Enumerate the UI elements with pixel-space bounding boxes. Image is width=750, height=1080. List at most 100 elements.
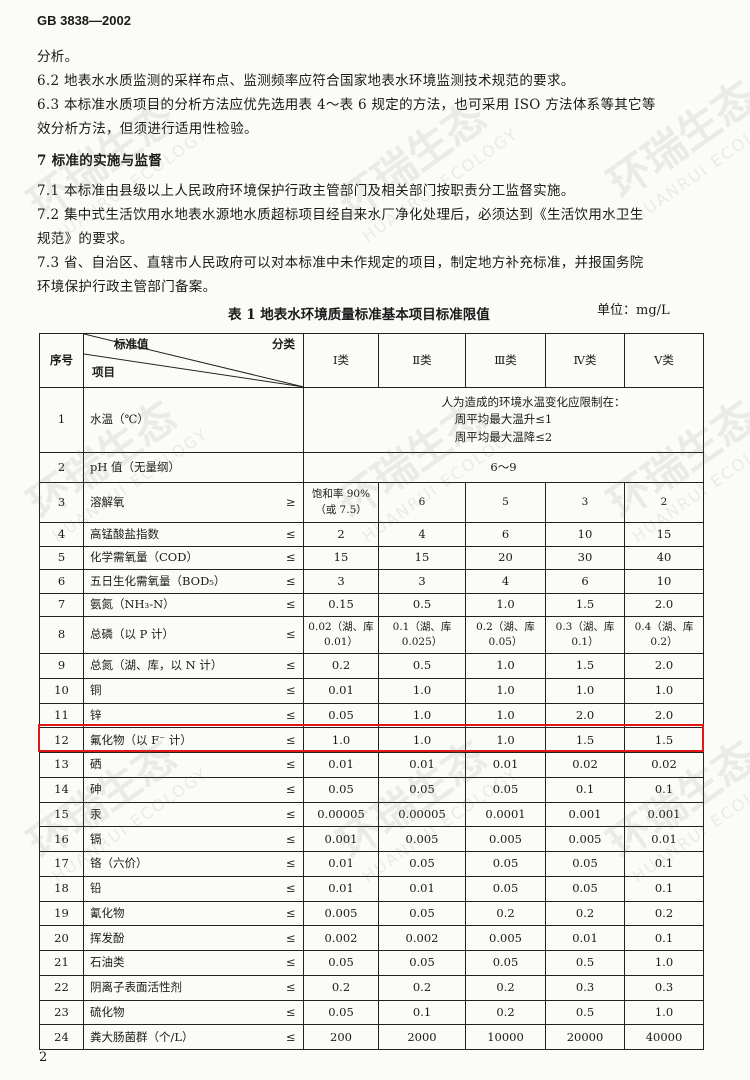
row-value-class-5: 10 <box>624 569 704 594</box>
table-row: 1 水温（℃） 人为造成的环境水温变化应限制在： 周平均最大温升≤1 周平均最大温降≤2 <box>39 387 704 453</box>
row-value-class-4: 6 <box>545 569 625 594</box>
merged-value-line: 6～9 <box>490 459 517 474</box>
row-value-class-2: 0.002 <box>378 925 466 951</box>
row-item: 水温（℃） <box>83 387 279 453</box>
row-value-class-3: 0.0001 <box>465 801 546 828</box>
row-seq: 23 <box>39 999 84 1026</box>
row-value-class-1: 0.2 <box>303 653 379 679</box>
header-class-5: Ⅴ类 <box>624 333 704 388</box>
paragraph-line: 环境保护行政主管部门备案。 <box>37 279 217 295</box>
table-row: 23 硫化物 ≤0.05 0.1 0.2 0.5 1.0 <box>39 999 704 1026</box>
row-value-class-3: 0.01 <box>465 752 546 778</box>
row-item: 总氮（湖、库，以 N 计） <box>83 653 279 679</box>
table-row: 4 高锰酸盐指数 ≤2 4 6 10 15 <box>39 522 704 547</box>
row-item: 挥发酚 <box>83 925 279 951</box>
row-value-class-3: 1.0 <box>465 593 546 617</box>
table-row: 18 铅 ≤0.01 0.01 0.05 0.05 0.1 <box>39 875 704 902</box>
row-value-class-4: 0.05 <box>545 875 625 902</box>
table-row: 22 阴离子表面活性剂 ≤0.2 0.2 0.2 0.3 0.3 <box>39 974 704 1001</box>
row-value-class-4: 0.5 <box>545 950 625 976</box>
table-row: 14 砷 ≤0.05 0.05 0.05 0.1 0.1 <box>39 776 704 803</box>
row-comparator: ≤ <box>278 826 304 852</box>
row-item: 氰化物 <box>83 900 279 927</box>
row-seq: 15 <box>39 801 84 828</box>
paragraph-line: 效分析方法，但须进行适用性检验。 <box>37 121 258 137</box>
row-item: 汞 <box>83 801 279 828</box>
row-value-class-3: 10000 <box>465 1024 546 1050</box>
table-row: 3 溶解氧 ≥ 饱和率 90%（或 7.5） 6 5 3 2 <box>39 482 704 523</box>
row-item: 铬（六价） <box>83 851 279 877</box>
row-value-class-1: 0.2 <box>303 974 379 1001</box>
row-value-class-3: 4 <box>465 569 546 594</box>
row-value-class-1: 1.0 <box>303 727 379 753</box>
row-value-class-4: 0.001 <box>545 801 625 828</box>
row-value-class-5: 0.1 <box>624 776 704 803</box>
paragraph-6-3: 6.3 本标准水质项目的分析方法应优先选用表 4～表 6 规定的方法，也可采用 … <box>37 97 656 113</box>
table-row: 10 铜 ≤0.01 1.0 1.0 1.0 1.0 <box>39 677 704 704</box>
row-seq: 14 <box>39 776 84 803</box>
row-comparator: ≤ <box>278 522 304 547</box>
merged-value-line: 周平均最大温降≤2 <box>454 429 553 444</box>
row-value-class-1: 200 <box>303 1024 379 1050</box>
row-seq: 2 <box>39 452 84 483</box>
row-value-class-3: 0.005 <box>465 925 546 951</box>
row-value-class-2: 1.0 <box>378 727 466 753</box>
row-comparator: ≤ <box>278 677 304 704</box>
row-comparator: ≤ <box>278 593 304 617</box>
watermark-en: HUANRUI ECOLOGY <box>628 104 750 226</box>
row-value-class-5: 2 <box>624 482 704 523</box>
table-row: 9 总氮（湖、库，以 N 计） ≤0.2 0.5 1.0 1.5 2.0 <box>39 653 704 679</box>
row-seq: 3 <box>39 482 84 523</box>
row-value-class-4: 10 <box>545 522 625 547</box>
row-item: 硫化物 <box>83 999 279 1026</box>
row-item: 粪大肠菌群（个/L） <box>83 1024 279 1050</box>
row-value-class-5: 0.01 <box>624 826 704 852</box>
row-value-class-5: 0.1 <box>624 851 704 877</box>
row-value-class-4: 0.5 <box>545 999 625 1026</box>
table-row: 12 氟化物（以 F⁻ 计） ≤1.0 1.0 1.0 1.5 1.5 <box>39 727 704 753</box>
row-value-class-5: 2.0 <box>624 653 704 679</box>
table-row: 15 汞 ≤0.00005 0.00005 0.0001 0.001 0.001 <box>39 801 704 828</box>
row-value-class-3: 1.0 <box>465 727 546 753</box>
table-unit: 单位：mg/L <box>597 303 670 318</box>
table-row: 6 五日生化需氧量（BOD₅） ≤3 3 4 6 10 <box>39 569 704 594</box>
row-value-class-1: 0.01 <box>303 851 379 877</box>
row-value-class-2: 0.5 <box>378 593 466 617</box>
row-comparator: ≤ <box>278 752 304 778</box>
row-value-class-1: 0.01 <box>303 677 379 704</box>
row-item: 溶解氧 <box>83 482 279 523</box>
row-value-class-1: 0.05 <box>303 999 379 1026</box>
row-value-class-5: 0.001 <box>624 801 704 828</box>
row-item: 铜 <box>83 677 279 704</box>
row-value-class-2: 0.05 <box>378 851 466 877</box>
row-value-class-3: 0.2 <box>465 900 546 927</box>
highlight-box-row-12 <box>38 724 704 752</box>
row-comparator: ≥ <box>278 482 304 523</box>
row-item: 镉 <box>83 826 279 852</box>
row-comparator: ≤ <box>278 999 304 1026</box>
row-value-class-2: 15 <box>378 546 466 570</box>
watermark-cn: 环瑞生态 <box>598 71 750 208</box>
row-value-class-2: 0.05 <box>378 900 466 927</box>
paragraph-7-3: 7.3 省、自治区、直辖市人民政府可以对本标准中未作规定的项目，制定地方补充标准… <box>37 255 644 271</box>
row-item: 总磷（以 P 计） <box>83 616 279 654</box>
table-row: 17 铬（六价） ≤0.01 0.05 0.05 0.05 0.1 <box>39 851 704 877</box>
row-value-class-1: 0.01 <box>303 752 379 778</box>
row-value-class-1: 0.02（湖、库 0.01） <box>303 616 379 654</box>
row-seq: 16 <box>39 826 84 852</box>
paragraph-6-2: 6.2 地表水水质监测的采样布点、监测频率应符合国家地表水环境监测技术规范的要求… <box>37 73 575 89</box>
row-value-class-4: 0.2 <box>545 900 625 927</box>
table-row: 20 挥发酚 ≤0.002 0.002 0.005 0.01 0.1 <box>39 925 704 951</box>
row-value-class-2: 0.005 <box>378 826 466 852</box>
row-value-class-2: 1.0 <box>378 702 466 729</box>
row-value-class-1: 饱和率 90%（或 7.5） <box>303 482 379 523</box>
paragraph-line: 规范》的要求。 <box>37 231 134 247</box>
row-item: 石油类 <box>83 950 279 976</box>
watermark: 环瑞生态 HUANRUI ECOLOGY <box>594 54 750 226</box>
row-value-class-2: 0.5 <box>378 653 466 679</box>
row-seq: 18 <box>39 875 84 902</box>
row-item: 化学需氧量（COD） <box>83 546 279 570</box>
row-value-class-2: 3 <box>378 569 466 594</box>
row-item: 阴离子表面活性剂 <box>83 974 279 1001</box>
section-heading-7: 7 标准的实施与监督 <box>37 153 163 169</box>
